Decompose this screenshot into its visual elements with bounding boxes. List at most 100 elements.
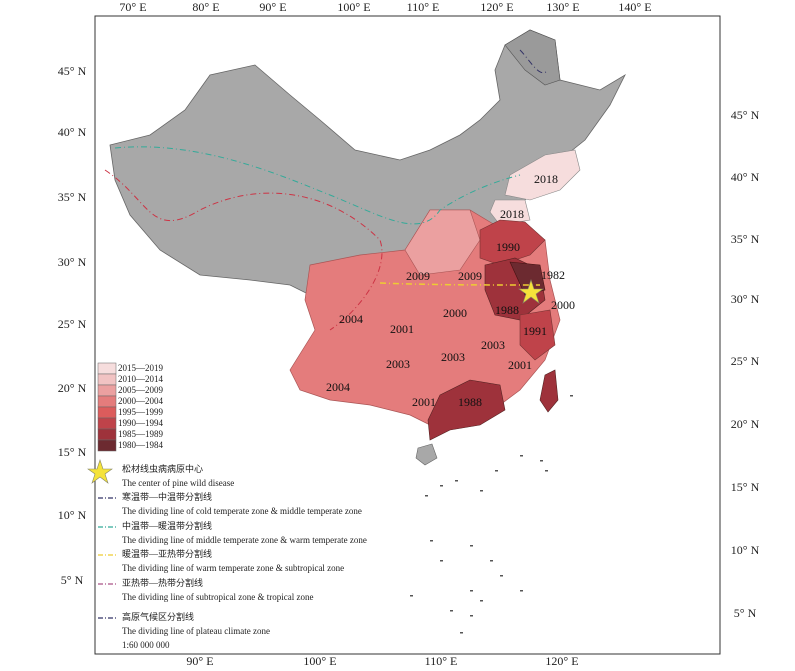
region-1988-south: [427, 379, 506, 441]
legend-label: 1995—1999: [118, 407, 164, 417]
year-label: 2001: [508, 358, 532, 372]
legend-swatch: [97, 384, 117, 397]
legend-text-zh: 松材线虫病病原中心: [122, 463, 203, 474]
legend-text-zh: 亚热带—热带分割线: [122, 577, 203, 588]
legend-swatch: [97, 417, 117, 430]
year-label: 2000: [551, 298, 575, 312]
island: [425, 495, 428, 497]
axis-label: 30° N: [58, 255, 87, 269]
region-1990: [479, 219, 546, 266]
hainan: [415, 443, 438, 466]
year-label: 2004: [326, 380, 350, 394]
legend-text-en: The dividing line of warm temperate zone…: [122, 563, 344, 573]
year-label: 2004: [339, 312, 363, 326]
legend-label: 2015—2019: [118, 363, 164, 373]
axis-label: 20° N: [731, 417, 760, 431]
legend-text-en: The center of pine wild disease: [122, 478, 234, 488]
year-label: 2009: [458, 269, 482, 283]
legend-text-zh: 高原气候区分割线: [122, 611, 194, 622]
taiwan: [539, 369, 559, 413]
axis-label: 5° N: [734, 606, 757, 620]
year-label: 1982: [541, 268, 565, 282]
year-label: 2003: [441, 350, 465, 364]
disease-center-star: [518, 279, 544, 304]
island: [460, 632, 463, 634]
legend-text-en: The dividing line of middle temperate zo…: [122, 535, 367, 545]
region-2018-ne: [504, 149, 581, 201]
year-label: 2001: [412, 395, 436, 409]
island: [450, 610, 453, 612]
axis-label: 10° N: [731, 543, 760, 557]
island: [470, 545, 473, 547]
year-label: 2003: [386, 357, 410, 371]
region-1991: [519, 309, 556, 361]
legend-label: 1985—1989: [118, 429, 164, 439]
year-label: 1988: [458, 395, 482, 409]
year-label: 1991: [523, 324, 547, 338]
island: [500, 575, 503, 577]
island: [545, 470, 548, 472]
axis-label: 90° E: [259, 0, 286, 14]
axis-label: 110° E: [425, 654, 458, 668]
legend-swatch: [97, 439, 117, 452]
year-label: 2018: [534, 172, 558, 186]
island: [430, 540, 433, 542]
island: [490, 560, 493, 562]
axis-label: 100° E: [337, 0, 370, 14]
year-label: 2018: [500, 207, 524, 221]
island: [440, 485, 443, 487]
scale: 1:60 000 000: [122, 640, 170, 650]
legend-label: 2010—2014: [118, 374, 164, 384]
island: [540, 460, 543, 462]
heilongjiang: [504, 29, 561, 86]
island: [470, 615, 473, 617]
island: [410, 595, 413, 597]
year-label: 2003: [481, 338, 505, 352]
zone-line: [114, 146, 521, 225]
island: [480, 490, 483, 492]
zone-line: [104, 169, 383, 331]
axis-label: 70° E: [119, 0, 146, 14]
islands: [410, 395, 573, 634]
year-label: 2009: [406, 269, 430, 283]
island: [570, 395, 573, 397]
axis-label: 140° E: [618, 0, 651, 14]
legend-star: [87, 459, 113, 484]
axis-label: 40° N: [731, 170, 760, 184]
island: [470, 590, 473, 592]
island: [520, 455, 523, 457]
axis-label: 15° N: [731, 480, 760, 494]
zone-line: [379, 282, 541, 286]
axis-label: 90° E: [186, 654, 213, 668]
island: [455, 480, 458, 482]
zone-line: [519, 49, 549, 73]
legend-text-en: The dividing line of cold temperate zone…: [122, 506, 362, 516]
legend-text-en: The dividing line of subtropical zone & …: [122, 592, 313, 602]
island: [520, 590, 523, 592]
legend-label: 2005—2009: [118, 385, 164, 395]
axis-label: 10° N: [58, 508, 87, 522]
axis-label: 45° N: [58, 64, 87, 78]
island: [480, 600, 483, 602]
axis-label: 35° N: [731, 232, 760, 246]
axis-label: 120° E: [545, 654, 578, 668]
year-label: 1990: [496, 240, 520, 254]
legend-swatch: [97, 373, 117, 386]
axis-label: 20° N: [58, 381, 87, 395]
axis-label: 110° E: [407, 0, 440, 14]
legend-swatch: [97, 406, 117, 419]
map-frame: [94, 15, 721, 655]
axis-label: 80° E: [192, 0, 219, 14]
legend-swatch: [97, 428, 117, 441]
legend-label: 2000—2004: [118, 396, 164, 406]
axis-label: 120° E: [480, 0, 513, 14]
axis-label: 25° N: [731, 354, 760, 368]
legend-text-zh: 寒温带—中温带分割线: [122, 491, 212, 502]
year-label: 1988: [495, 303, 519, 317]
legend-label: 1980—1984: [118, 440, 164, 450]
axis-label: 40° N: [58, 125, 87, 139]
axis-label: 45° N: [731, 108, 760, 122]
legend-label: 1990—1994: [118, 418, 164, 428]
legend-swatch: [97, 395, 117, 408]
